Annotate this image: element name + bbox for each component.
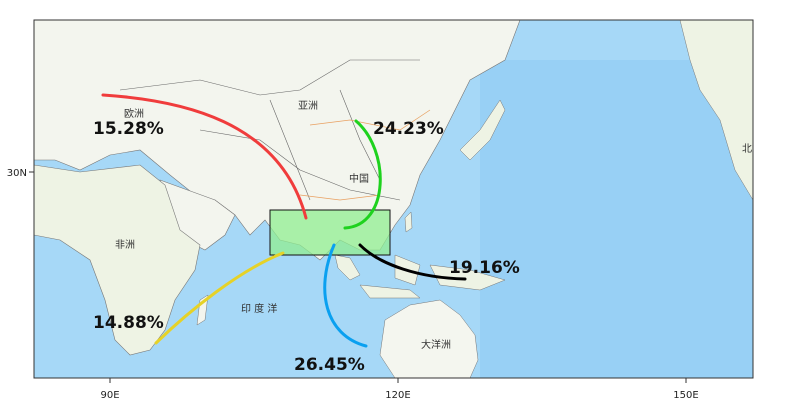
flow-line-indian-ocean <box>323 243 368 348</box>
flow-line-europe <box>101 93 308 220</box>
percent-europe: 15.28% <box>93 119 164 139</box>
percent-northeast: 24.23% <box>373 119 444 139</box>
y-tick-label: 30N <box>7 168 27 179</box>
province-borders <box>299 109 431 201</box>
label-asia: 亚洲 <box>298 100 318 112</box>
label-europe: 欧洲 <box>124 108 144 120</box>
landmass-taiwan <box>404 211 413 233</box>
percent-indian-ocean: 26.45% <box>294 355 365 375</box>
landmass-north-america <box>679 20 753 201</box>
flow-line-northeast <box>343 119 382 230</box>
percent-africa: 14.88% <box>93 313 164 333</box>
x-tick-label: 150E <box>673 390 698 401</box>
flow-line-pacific <box>358 243 467 281</box>
flow-line-africa <box>154 251 285 345</box>
label-north-america-partial: 北 <box>742 143 752 155</box>
landmass-japan <box>459 99 506 161</box>
percent-pacific: 19.16% <box>449 258 520 278</box>
label-china: 中国 <box>349 172 369 185</box>
highlight-region-box[interactable] <box>269 209 391 256</box>
landmass-australia <box>379 299 479 378</box>
country-borders <box>119 59 420 201</box>
label-oceania: 大洋洲 <box>421 338 451 351</box>
landmass-madagascar <box>196 294 209 326</box>
label-africa: 非洲 <box>115 239 135 251</box>
ocean-deep <box>480 60 753 378</box>
x-tick-label: 120E <box>385 390 410 401</box>
map-frame <box>33 19 754 379</box>
landmass-africa <box>34 164 201 356</box>
landmass-southeast-asia <box>334 254 506 299</box>
x-tick-label: 90E <box>100 390 119 401</box>
label-indian-ocean: 印 度 洋 <box>241 302 277 315</box>
